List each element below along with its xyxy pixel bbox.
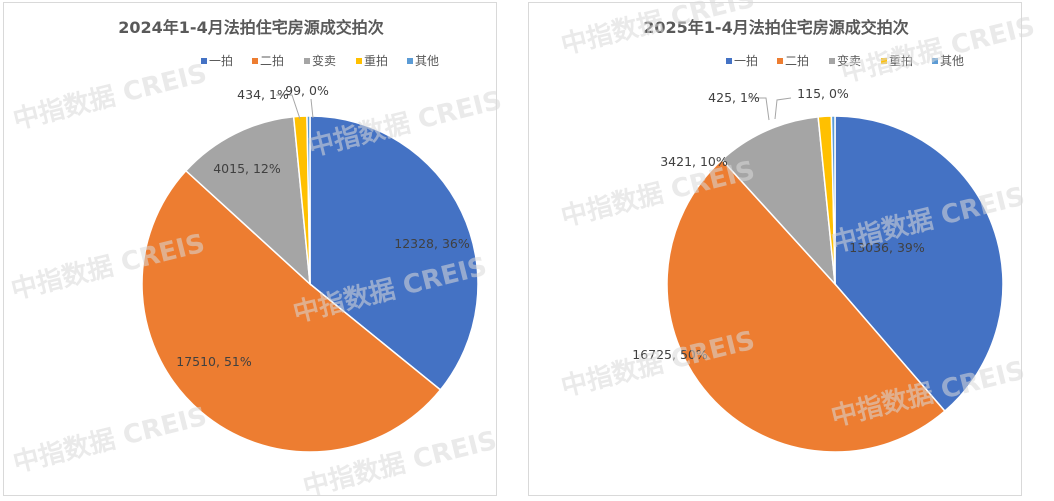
pie-slice-5 <box>830 115 836 285</box>
chart-panel-2024: 2024年1-4月法拍住宅房源成交拍次一拍 二拍 变卖 重拍 其他 12328, 36% 1… <box>3 2 497 496</box>
chart-title: 2024年1-4月法拍住宅房源成交拍次 <box>118 18 383 37</box>
data-label-5: 115, 0% <box>797 86 849 101</box>
legend-swatch-1 <box>201 58 207 64</box>
pie-slice-2 <box>666 158 946 453</box>
leader-line-4 <box>276 94 301 120</box>
legend-label-1: 一拍 <box>209 53 233 68</box>
pie-slice-1 <box>834 115 1004 413</box>
leader-line-5 <box>310 98 314 119</box>
legend-swatch-4 <box>356 58 362 64</box>
legend-swatch-3 <box>304 58 310 64</box>
legend-label-3: 变卖 <box>312 53 336 68</box>
pie-slice-3 <box>184 115 311 286</box>
legend-swatch-5 <box>932 58 938 64</box>
chart-title: 2025年1-4月法拍住宅房源成交拍次 <box>643 18 908 37</box>
leader-line-5 <box>774 97 792 120</box>
legend-label-4: 重拍 <box>364 53 388 68</box>
data-label-1: 13036, 39% <box>849 240 925 255</box>
data-label-4: 434, 1% <box>237 87 289 102</box>
pie-slice-3 <box>720 116 836 287</box>
data-label-5: 99, 0% <box>285 83 329 98</box>
data-label-3: 4015, 12% <box>213 161 281 176</box>
legend-swatch-2 <box>252 58 258 64</box>
legend-swatch-4 <box>881 58 887 64</box>
data-label-1: 12328, 36% <box>394 236 470 251</box>
legend-label-2: 二拍 <box>785 53 809 68</box>
leader-line-4 <box>748 97 770 121</box>
legend-label-3: 变卖 <box>837 53 861 68</box>
pie-slice-1 <box>309 115 479 391</box>
data-label-2: 16725, 50% <box>632 347 708 362</box>
data-label-2: 17510, 51% <box>176 354 252 369</box>
legend-label-4: 重拍 <box>889 53 913 68</box>
legend-swatch-3 <box>829 58 835 64</box>
legend-label-2: 二拍 <box>260 53 284 68</box>
legend-label-1: 一拍 <box>734 53 758 68</box>
data-label-4: 425, 1% <box>708 90 760 105</box>
legend-swatch-2 <box>777 58 783 64</box>
pie-slice-2 <box>141 169 442 453</box>
pie-slice-5 <box>306 115 311 285</box>
legend-label-5: 其他 <box>940 54 964 68</box>
data-label-3: 3421, 10% <box>660 154 728 169</box>
chart-panel-2025: 2025年1-4月法拍住宅房源成交拍次一拍 二拍 变卖 重拍 其他 13036, 39% 1… <box>528 2 1022 496</box>
legend-swatch-5 <box>407 58 413 64</box>
legend-swatch-1 <box>726 58 732 64</box>
legend-label-5: 其他 <box>415 54 439 68</box>
